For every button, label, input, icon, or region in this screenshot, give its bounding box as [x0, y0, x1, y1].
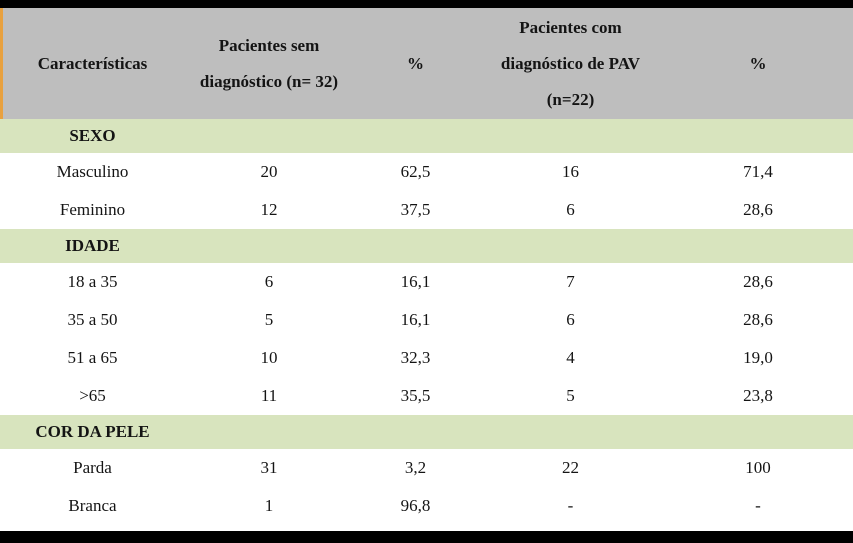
cell-percent: 100 [663, 449, 853, 487]
cell-percent: 28,6 [663, 191, 853, 229]
table-bottom-rule [0, 531, 853, 543]
section-label: COR DA PELE [0, 415, 185, 449]
table-row-35-a-50: 35 a 50 5 16,1 6 28,6 [0, 301, 853, 339]
section-filler [185, 415, 353, 449]
cell-percent: 35,5 [353, 377, 478, 415]
cell-count: 6 [478, 301, 663, 339]
cell-count: 11 [185, 377, 353, 415]
cell-percent: 71,4 [663, 153, 853, 191]
cell-percent: 3,2 [353, 449, 478, 487]
column-header-percent-2: % [663, 8, 853, 119]
cell-count: 12 [185, 191, 353, 229]
row-label: 51 a 65 [0, 339, 185, 377]
row-label: Masculino [0, 153, 185, 191]
cell-count: 6 [478, 191, 663, 229]
section-filler [663, 229, 853, 263]
cell-count: 22 [478, 449, 663, 487]
cell-count: 5 [185, 301, 353, 339]
section-row-cor-da-pele: COR DA PELE [0, 415, 853, 449]
cell-percent: 62,5 [353, 153, 478, 191]
section-filler [478, 119, 663, 153]
cell-count: 5 [478, 377, 663, 415]
section-row-idade: IDADE [0, 229, 853, 263]
cell-percent: - [663, 487, 853, 525]
cell-count: 20 [185, 153, 353, 191]
cell-percent: 32,3 [353, 339, 478, 377]
section-filler [185, 119, 353, 153]
section-filler [478, 415, 663, 449]
cell-count: 10 [185, 339, 353, 377]
row-label: >65 [0, 377, 185, 415]
section-filler [353, 229, 478, 263]
row-label: Feminino [0, 191, 185, 229]
cell-percent: 23,8 [663, 377, 853, 415]
patients-characteristics-table: Características Pacientes sem diagnóstic… [0, 8, 853, 525]
cell-count: 16 [478, 153, 663, 191]
section-filler [663, 119, 853, 153]
cell-count: 4 [478, 339, 663, 377]
section-filler [353, 119, 478, 153]
row-label: 35 a 50 [0, 301, 185, 339]
section-filler [663, 415, 853, 449]
section-label: SEXO [0, 119, 185, 153]
table-row-parda: Parda 31 3,2 22 100 [0, 449, 853, 487]
cell-percent: 28,6 [663, 263, 853, 301]
section-label: IDADE [0, 229, 185, 263]
table-row-18-a-35: 18 a 35 6 16,1 7 28,6 [0, 263, 853, 301]
table-header-row: Características Pacientes sem diagnóstic… [0, 8, 853, 119]
cell-count: 31 [185, 449, 353, 487]
cell-percent: 28,6 [663, 301, 853, 339]
column-header-sem-diagnostico: Pacientes sem diagnóstico (n= 32) [185, 8, 353, 119]
table-row-branca: Branca 1 96,8 - - [0, 487, 853, 525]
cell-count: - [478, 487, 663, 525]
column-header-caracteristicas: Características [0, 8, 185, 119]
table-row-51-a-65: 51 a 65 10 32,3 4 19,0 [0, 339, 853, 377]
table-row-feminino: Feminino 12 37,5 6 28,6 [0, 191, 853, 229]
section-filler [478, 229, 663, 263]
cell-percent: 16,1 [353, 301, 478, 339]
section-filler [185, 229, 353, 263]
section-row-sexo: SEXO [0, 119, 853, 153]
cell-count: 7 [478, 263, 663, 301]
cell-count: 6 [185, 263, 353, 301]
cell-percent: 19,0 [663, 339, 853, 377]
table-row-masculino: Masculino 20 62,5 16 71,4 [0, 153, 853, 191]
section-filler [353, 415, 478, 449]
table-top-rule [0, 0, 853, 8]
cell-percent: 96,8 [353, 487, 478, 525]
cell-percent: 16,1 [353, 263, 478, 301]
cell-count: 1 [185, 487, 353, 525]
column-header-com-diagnostico-pav: Pacientes com diagnóstico de PAV (n=22) [478, 8, 663, 119]
row-label: Branca [0, 487, 185, 525]
table-row-maior-65: >65 11 35,5 5 23,8 [0, 377, 853, 415]
row-label: 18 a 35 [0, 263, 185, 301]
row-label: Parda [0, 449, 185, 487]
header-left-accent [0, 8, 3, 119]
cell-percent: 37,5 [353, 191, 478, 229]
column-header-percent-1: % [353, 8, 478, 119]
